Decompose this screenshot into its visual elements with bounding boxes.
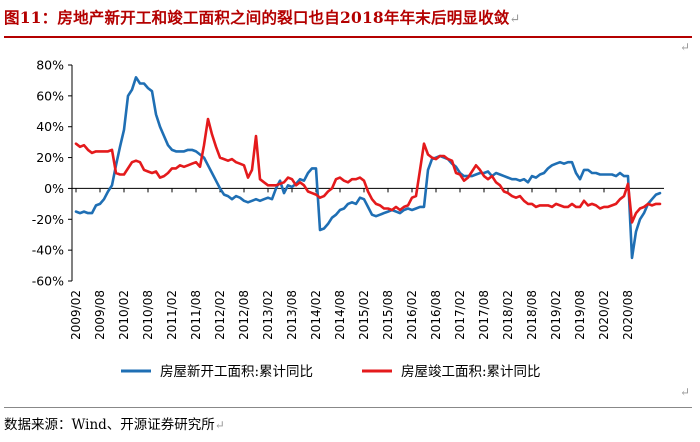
x-tick-label: 2011/02 <box>165 290 179 340</box>
x-tick-label: 2019/08 <box>573 290 587 340</box>
x-tick-label: 2010/08 <box>141 290 155 340</box>
x-tick-label: 2016/02 <box>405 290 419 340</box>
x-tick-label: 2009/08 <box>93 290 107 340</box>
y-tick-label: -40% <box>32 243 64 258</box>
corner-return-mark: ↵ <box>679 40 690 54</box>
x-tick-label: 2017/02 <box>453 290 467 340</box>
x-tick-label: 2020/08 <box>621 290 635 340</box>
x-tick-label: 2010/02 <box>117 290 131 340</box>
y-tick-label: -20% <box>32 212 64 227</box>
x-tick-label: 2013/08 <box>285 290 299 340</box>
x-tick-label: 2017/08 <box>477 290 491 340</box>
source-text: 数据来源：Wind、开源证券研究所 <box>4 417 215 433</box>
x-tick-label: 2012/08 <box>237 290 251 340</box>
y-tick-label: 20% <box>36 150 64 165</box>
x-tick-label: 2015/02 <box>357 290 371 340</box>
legend-label-red: 房屋竣工面积:累计同比 <box>401 364 541 380</box>
source-rule <box>4 407 692 408</box>
x-tick-label: 2011/08 <box>189 290 203 340</box>
figure-title: 图11：房地产新开工和竣工面积之间的裂口也自2018年年末后明显收敛↵ <box>4 6 521 28</box>
series-line-red <box>74 117 662 224</box>
figure-title-text: 图11：房地产新开工和竣工面积之间的裂口也自2018年年末后明显收敛 <box>4 8 510 27</box>
series-line-blue <box>74 76 662 260</box>
source-return-mark: ↵ <box>214 418 225 432</box>
x-tick-label: 2018/08 <box>525 290 539 340</box>
x-tick-label: 2020/02 <box>597 290 611 340</box>
x-tick-label: 2018/02 <box>501 290 515 340</box>
y-tick-label: 0% <box>44 181 64 196</box>
x-tick-label: 2019/02 <box>549 290 563 340</box>
x-tick-label: 2013/02 <box>261 290 275 340</box>
chart-return-mark: ↵ <box>679 385 690 399</box>
source-note: 数据来源：Wind、开源证券研究所↵ <box>4 413 225 433</box>
title-rule <box>4 36 692 38</box>
x-tick-label: 2015/08 <box>381 290 395 340</box>
legend-label-blue: 房屋新开工面积:累计同比 <box>160 364 313 380</box>
y-tick-label: 60% <box>36 88 64 103</box>
x-tick-label: 2014/08 <box>333 290 347 340</box>
y-tick-label: -60% <box>32 274 64 289</box>
y-tick-label: 80% <box>36 58 64 73</box>
y-tick-label: 40% <box>36 119 64 134</box>
x-tick-label: 2009/02 <box>69 290 83 340</box>
x-tick-label: 2012/02 <box>213 290 227 340</box>
title-return-mark: ↵ <box>509 12 521 27</box>
x-tick-label: 2014/02 <box>309 290 323 340</box>
x-tick-label: 2016/08 <box>429 290 443 340</box>
